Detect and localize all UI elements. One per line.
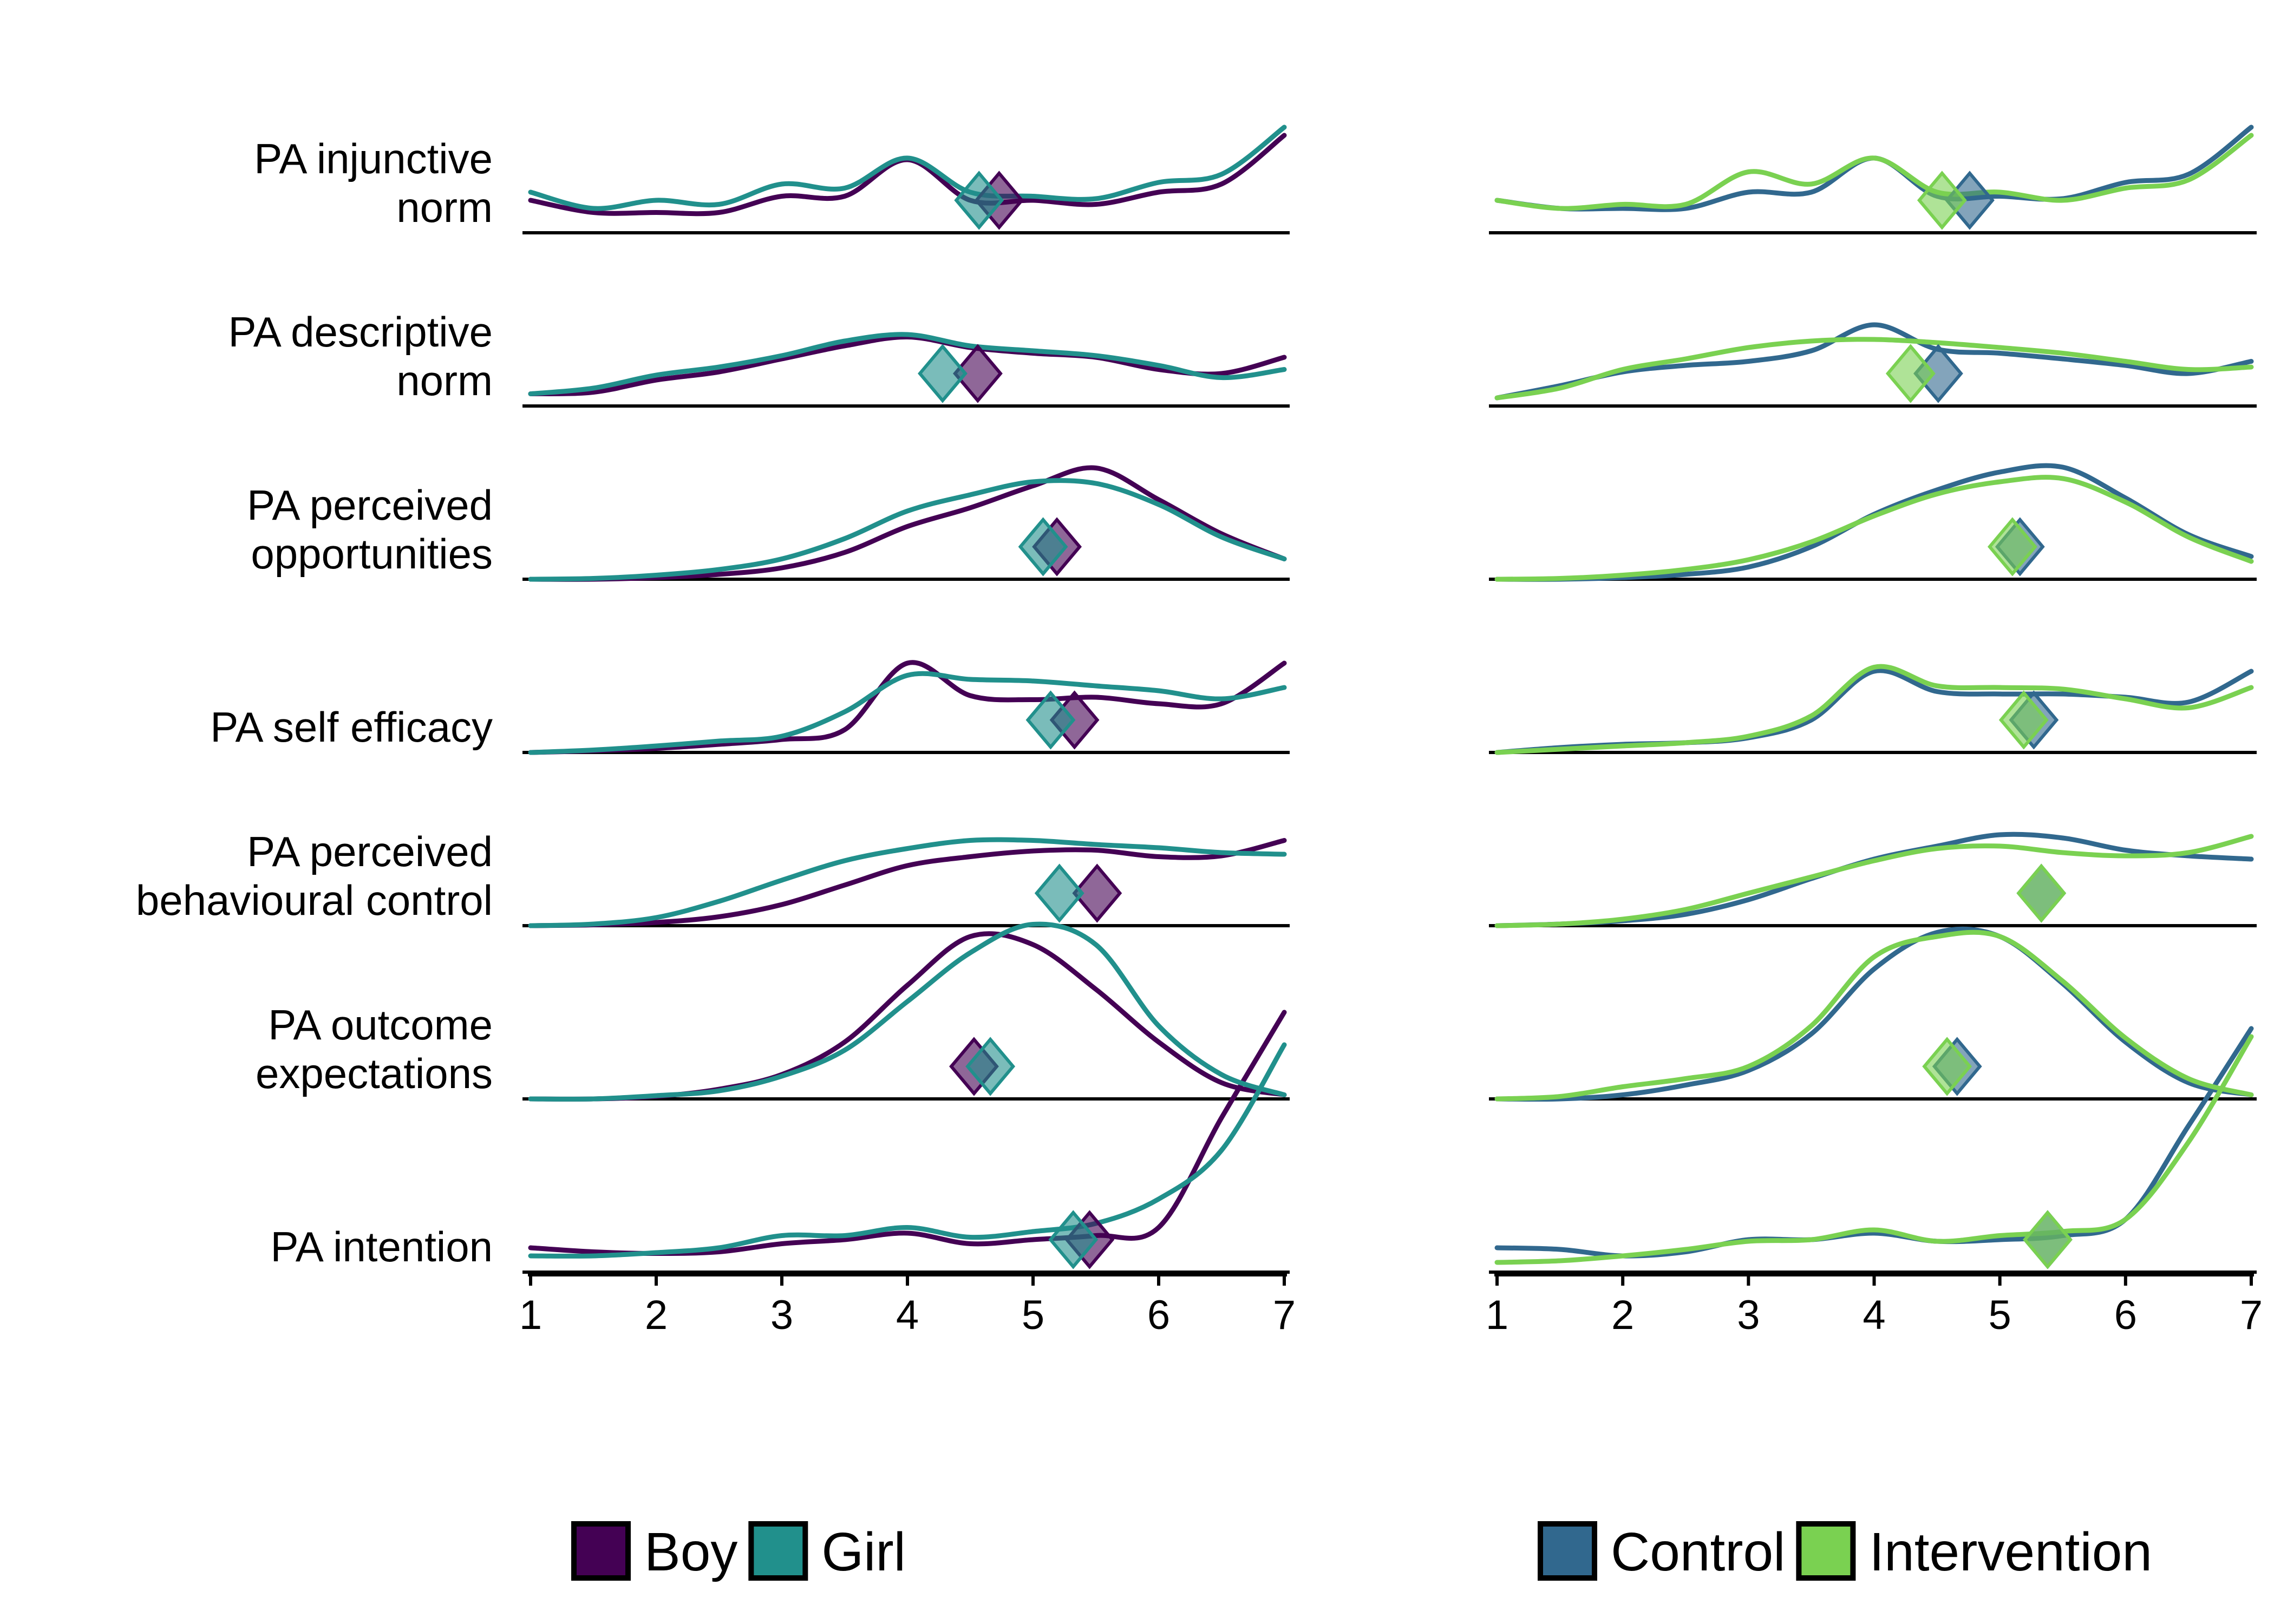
row-label-line: PA intention (270, 1223, 493, 1271)
row-label-line: opportunities (251, 530, 493, 578)
density-intervention-pa-perceived-behavioural-control (1494, 834, 2254, 928)
row-label-line: behavioural control (136, 876, 493, 924)
density-boy-pa-descriptive-norm (528, 334, 1287, 396)
row-label-line: expectations (256, 1050, 493, 1097)
density-control-pa-self-efficacy (1494, 668, 2254, 755)
mean-marker-intervention-pa-intention (2022, 1210, 2073, 1269)
x-tick-label-4: 4 (896, 1292, 919, 1338)
density-intervention-pa-outcome-expectations (1494, 929, 2254, 1102)
density-girl-pa-outcome-expectations (528, 921, 1287, 1102)
row-label-line: PA perceived (247, 481, 493, 529)
density-girl-pa-intention (528, 1042, 1287, 1259)
density-boy-pa-perceived-opportunities (528, 465, 1287, 582)
mean-marker-girl-pa-injunctive-norm (954, 171, 1004, 230)
mean-marker-boy-pa-descriptive-norm (953, 344, 1003, 403)
density-girl-pa-self-efficacy (528, 671, 1287, 755)
mean-marker-girl-pa-outcome-expectations (965, 1037, 1016, 1096)
density-girl-pa-descriptive-norm (528, 332, 1287, 396)
legend-swatch-intervention (1796, 1521, 1856, 1581)
density-control-pa-intention (1494, 1026, 2254, 1259)
row-label-line: PA descriptive (228, 308, 493, 356)
mean-marker-boy-pa-perceived-behavioural-control (1072, 863, 1122, 923)
row-label-line: norm (396, 357, 493, 404)
density-boy-pa-self-efficacy (528, 660, 1287, 755)
row-label-pa-descriptive-norm: PA descriptive norm (228, 308, 493, 404)
x-tick-label-6: 6 (1147, 1292, 1170, 1338)
legend-label-boy: Boy (644, 1522, 737, 1582)
mean-marker-intervention-pa-perceived-opportunities (1987, 517, 2037, 577)
x-tick-label-4: 4 (1863, 1292, 1885, 1338)
density-intervention-pa-injunctive-norm (1494, 133, 2254, 211)
mean-marker-intervention-pa-outcome-expectations (1922, 1037, 1972, 1096)
density-control-pa-perceived-behavioural-control (1494, 831, 2254, 928)
x-tick-label-1: 1 (1486, 1292, 1508, 1338)
x-tick-label-3: 3 (770, 1292, 793, 1338)
mean-marker-girl-pa-descriptive-norm (918, 344, 968, 403)
density-girl-pa-perceived-opportunities (528, 478, 1287, 582)
row-label-line: norm (396, 184, 493, 231)
row-label-pa-intention: PA intention (270, 1223, 493, 1271)
row-label-pa-injunctive-norm: PA injunctive norm (254, 135, 493, 231)
row-label-pa-outcome-expectations: PA outcome expectations (256, 1001, 493, 1097)
mean-marker-intervention-pa-descriptive-norm (1885, 344, 1936, 403)
legend: Boy Girl Control Intervention (571, 1521, 2152, 1582)
mean-marker-girl-pa-perceived-behavioural-control (1034, 863, 1084, 923)
density-control-pa-injunctive-norm (1494, 125, 2254, 212)
density-intervention-pa-perceived-opportunities (1494, 475, 2254, 582)
density-girl-pa-perceived-behavioural-control (528, 837, 1287, 928)
row-label-pa-perceived-behavioural-control: PA perceived behavioural control (136, 828, 493, 924)
legend-label-girl: Girl (821, 1522, 906, 1582)
mean-marker-intervention-pa-self-efficacy (1998, 690, 2049, 750)
x-tick-label-5: 5 (1022, 1292, 1044, 1338)
row-label-line: PA self efficacy (210, 703, 493, 751)
legend-swatch-girl (748, 1521, 808, 1581)
density-intervention-pa-intention (1494, 1034, 2254, 1265)
density-boy-pa-outcome-expectations (528, 931, 1287, 1102)
row-label-line: PA outcome (268, 1001, 493, 1049)
x-tick-label-3: 3 (1737, 1292, 1760, 1338)
mean-marker-girl-pa-self-efficacy (1025, 690, 1076, 750)
row-label-line: PA injunctive (254, 135, 493, 182)
x-tick-label-7: 7 (2240, 1292, 2263, 1338)
x-tick-label-1: 1 (519, 1292, 542, 1338)
mean-marker-intervention-pa-perceived-behavioural-control (2016, 863, 2067, 923)
mean-marker-girl-pa-perceived-opportunities (1018, 517, 1068, 577)
x-tick-label-2: 2 (645, 1292, 668, 1338)
right-panel-control-intervention: 1 2 3 4 5 6 7 (1486, 125, 2263, 1338)
legend-swatch-control (1538, 1521, 1597, 1581)
density-control-pa-outcome-expectations (1494, 926, 2254, 1102)
x-tick-label-5: 5 (1989, 1292, 2011, 1338)
mean-marker-girl-pa-intention (1048, 1210, 1099, 1269)
legend-swatch-boy (571, 1521, 631, 1581)
x-tick-label-2: 2 (1611, 1292, 1634, 1338)
legend-label-intervention: Intervention (1869, 1522, 2152, 1582)
row-label-pa-self-efficacy: PA self efficacy (210, 703, 493, 751)
x-tick-label-6: 6 (2114, 1292, 2137, 1338)
density-girl-pa-injunctive-norm (528, 125, 1287, 211)
row-label-line: PA perceived (247, 828, 493, 875)
density-boy-pa-perceived-behavioural-control (528, 838, 1287, 928)
legend-label-control: Control (1611, 1522, 1785, 1582)
density-intervention-pa-descriptive-norm (1494, 337, 2254, 401)
density-control-pa-perceived-opportunities (1494, 463, 2254, 582)
row-label-pa-perceived-opportunities: PA perceived opportunities (247, 481, 493, 578)
mean-marker-intervention-pa-injunctive-norm (1917, 171, 1967, 230)
x-tick-label-7: 7 (1273, 1292, 1296, 1338)
density-intervention-pa-self-efficacy (1494, 664, 2254, 755)
